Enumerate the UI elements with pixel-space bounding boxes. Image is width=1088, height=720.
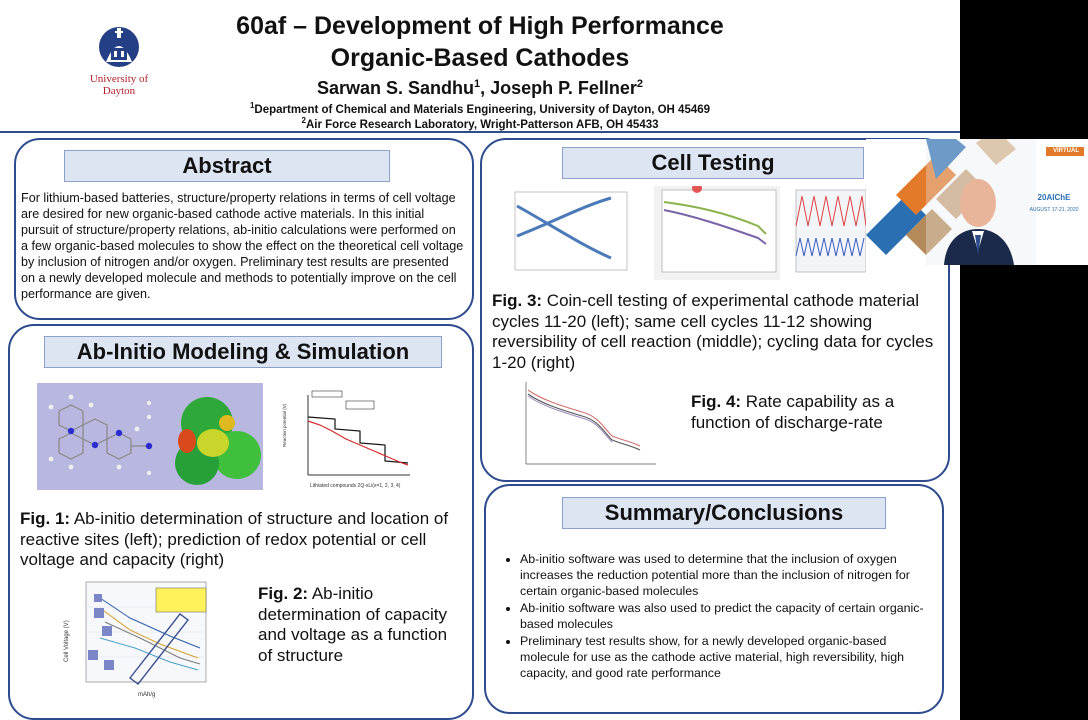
affiliation-2: 2Air Force Research Laboratory, Wright-P… bbox=[150, 116, 810, 131]
fig4-text: Rate capability as a function of dischar… bbox=[691, 392, 895, 432]
presenter-video-frame bbox=[866, 139, 1088, 265]
fig1-caption: Fig. 1: Ab-initio determination of struc… bbox=[20, 509, 466, 571]
fig1-chart-xlabel: Lithiated compounds 2Q-xLi(x=1, 2, 3, 4) bbox=[310, 483, 401, 489]
svg-text:Reaction potential (V): Reaction potential (V) bbox=[282, 403, 287, 447]
university-logo: University of Dayton bbox=[84, 22, 154, 97]
redox-potential-chart: Reaction potential (V) Lithiated compoun… bbox=[280, 387, 418, 492]
summary-bullet: Ab-initio software was used to determine… bbox=[520, 551, 930, 599]
logo-text-line1: University of bbox=[89, 73, 149, 85]
fig1-text: Ab-initio determination of structure and… bbox=[20, 509, 449, 569]
fig4-label: Fig. 4: bbox=[691, 392, 742, 411]
fig3-caption: Fig. 3: Coin-cell testing of experimenta… bbox=[492, 291, 944, 373]
capacity-voltage-chart: Cell Voltage (V) mAh/g bbox=[60, 578, 232, 700]
event-dates: AUGUST 17-21, 2020 bbox=[1029, 207, 1079, 213]
affil-1-text: Department of Chemical and Materials Eng… bbox=[254, 103, 711, 116]
affil-2-text: Air Force Research Laboratory, Wright-Pa… bbox=[305, 118, 659, 131]
molecule-structure-image bbox=[37, 383, 263, 490]
poster-title-line1: 60af – Development of High Performance bbox=[236, 12, 724, 40]
author-1-sup: 1 bbox=[474, 78, 481, 90]
cycles-11-12-chart bbox=[654, 183, 780, 280]
summary-heading: Summary/Conclusions bbox=[562, 497, 886, 529]
fig3-label: Fig. 3: bbox=[492, 291, 543, 310]
authors: Sarwan S. Sandhu1, Joseph P. Fellner2 bbox=[150, 78, 810, 99]
summary-bullet: Ab-initio software was also used to pred… bbox=[520, 600, 930, 632]
author-2: Joseph P. Fellner bbox=[490, 78, 637, 98]
affil-2-sup: 2 bbox=[301, 116, 306, 125]
virtual-badge: VIRTUAL bbox=[1053, 148, 1079, 154]
summary-bullet: Preliminary test results show, for a new… bbox=[520, 633, 930, 681]
chapel-dome-icon bbox=[99, 27, 139, 67]
fig2-chart-xlabel: mAh/g bbox=[138, 692, 155, 698]
fig1-label: Fig. 1: bbox=[20, 509, 71, 528]
modeling-heading: Ab-Initio Modeling & Simulation bbox=[44, 336, 442, 368]
fig2-label: Fig. 2: bbox=[258, 584, 309, 603]
author-separator: , bbox=[480, 78, 491, 98]
fig4-caption: Fig. 4: Rate capability as a function of… bbox=[691, 392, 925, 433]
logo-text-line2: Dayton bbox=[102, 85, 136, 97]
rate-capability-chart bbox=[512, 376, 660, 476]
affil-1-sup: 1 bbox=[249, 101, 255, 110]
presenter-video-overlay[interactable]: VIRTUAL 20AIChE AUGUST 17-21, 2020 bbox=[866, 139, 1088, 265]
cell-testing-heading: Cell Testing bbox=[562, 147, 864, 179]
author-2-sup: 2 bbox=[636, 78, 644, 90]
summary-list: Ab-initio software was used to determine… bbox=[506, 551, 930, 682]
affiliation-1: 1Department of Chemical and Materials En… bbox=[150, 101, 810, 116]
header-divider bbox=[0, 131, 960, 133]
fig3-text: Coin-cell testing of experimental cathod… bbox=[492, 291, 934, 372]
fig2-caption: Fig. 2: Ab-initio determination of capac… bbox=[258, 584, 458, 666]
black-side-bar bbox=[960, 0, 1088, 720]
cycling-data-1-20-chart bbox=[790, 186, 867, 280]
fig2-chart-ylabel: Cell Voltage (V) bbox=[64, 620, 70, 662]
author-1: Sarwan S. Sandhu bbox=[316, 78, 475, 98]
abstract-text: For lithium-based batteries, structure/p… bbox=[21, 191, 464, 301]
abstract-heading: Abstract bbox=[64, 150, 390, 182]
poster-title-line2: Organic-Based Cathodes bbox=[330, 44, 630, 72]
cycles-11-20-chart bbox=[503, 186, 633, 280]
event-name: 20AIChE bbox=[1037, 193, 1071, 202]
fig2-text: Ab-initio determination of capacity and … bbox=[258, 584, 448, 665]
